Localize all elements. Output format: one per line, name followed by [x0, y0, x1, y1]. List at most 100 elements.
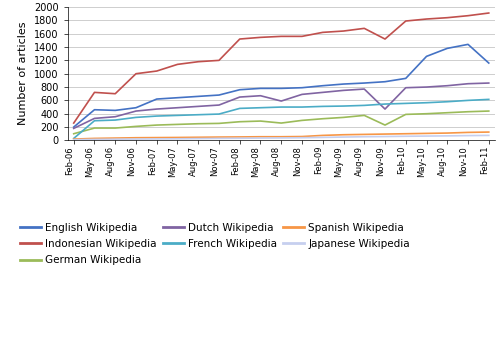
Japanese Wikipedia	[70, 138, 76, 142]
Indonesian Wikipedia	[112, 92, 118, 96]
Japanese Wikipedia	[486, 133, 492, 138]
French Wikipedia	[278, 105, 284, 109]
Japanese Wikipedia	[258, 136, 264, 140]
Dutch Wikipedia	[112, 115, 118, 119]
English Wikipedia	[362, 81, 368, 85]
French Wikipedia	[362, 103, 368, 107]
Spanish Wikipedia	[278, 135, 284, 139]
English Wikipedia	[278, 86, 284, 91]
Dutch Wikipedia	[278, 99, 284, 103]
Dutch Wikipedia	[299, 92, 305, 97]
English Wikipedia	[174, 95, 180, 100]
French Wikipedia	[216, 112, 222, 116]
Japanese Wikipedia	[465, 133, 471, 138]
Spanish Wikipedia	[195, 135, 201, 139]
Dutch Wikipedia	[486, 81, 492, 85]
Indonesian Wikipedia	[403, 19, 409, 23]
Japanese Wikipedia	[403, 134, 409, 138]
French Wikipedia	[92, 119, 98, 123]
Spanish Wikipedia	[486, 130, 492, 134]
French Wikipedia	[236, 106, 242, 111]
Indonesian Wikipedia	[92, 90, 98, 94]
German Wikipedia	[70, 132, 76, 136]
Line: Japanese Wikipedia: Japanese Wikipedia	[74, 135, 489, 140]
Spanish Wikipedia	[133, 135, 139, 140]
Indonesian Wikipedia	[444, 15, 450, 20]
French Wikipedia	[320, 104, 326, 108]
Japanese Wikipedia	[112, 137, 118, 141]
German Wikipedia	[340, 115, 346, 119]
Japanese Wikipedia	[299, 135, 305, 140]
English Wikipedia	[465, 42, 471, 46]
Japanese Wikipedia	[154, 137, 160, 141]
English Wikipedia	[92, 108, 98, 112]
Dutch Wikipedia	[465, 82, 471, 86]
Indonesian Wikipedia	[382, 37, 388, 41]
French Wikipedia	[112, 118, 118, 122]
Legend: English Wikipedia, Indonesian Wikipedia, German Wikipedia, Dutch Wikipedia, Fren: English Wikipedia, Indonesian Wikipedia,…	[20, 223, 410, 265]
Spanish Wikipedia	[92, 136, 98, 140]
Japanese Wikipedia	[195, 137, 201, 141]
Dutch Wikipedia	[92, 116, 98, 120]
Indonesian Wikipedia	[278, 34, 284, 39]
French Wikipedia	[403, 101, 409, 106]
Spanish Wikipedia	[444, 131, 450, 135]
German Wikipedia	[216, 121, 222, 126]
Line: French Wikipedia: French Wikipedia	[74, 99, 489, 138]
Japanese Wikipedia	[424, 134, 430, 138]
German Wikipedia	[362, 113, 368, 118]
Spanish Wikipedia	[424, 131, 430, 135]
French Wikipedia	[486, 97, 492, 101]
German Wikipedia	[403, 112, 409, 117]
English Wikipedia	[112, 108, 118, 112]
Dutch Wikipedia	[362, 87, 368, 91]
Spanish Wikipedia	[465, 130, 471, 134]
Dutch Wikipedia	[70, 126, 76, 131]
English Wikipedia	[340, 82, 346, 86]
Dutch Wikipedia	[403, 86, 409, 90]
Indonesian Wikipedia	[340, 29, 346, 33]
Japanese Wikipedia	[320, 135, 326, 139]
Japanese Wikipedia	[133, 137, 139, 141]
Spanish Wikipedia	[382, 132, 388, 136]
Y-axis label: Number of articles: Number of articles	[18, 22, 28, 125]
English Wikipedia	[299, 86, 305, 90]
French Wikipedia	[444, 100, 450, 104]
Indonesian Wikipedia	[70, 121, 76, 125]
Dutch Wikipedia	[174, 106, 180, 110]
French Wikipedia	[195, 113, 201, 117]
Spanish Wikipedia	[236, 135, 242, 139]
English Wikipedia	[424, 54, 430, 59]
French Wikipedia	[174, 113, 180, 118]
Line: German Wikipedia: German Wikipedia	[74, 111, 489, 134]
German Wikipedia	[465, 110, 471, 114]
English Wikipedia	[258, 86, 264, 91]
English Wikipedia	[486, 61, 492, 65]
Indonesian Wikipedia	[195, 60, 201, 64]
Dutch Wikipedia	[195, 104, 201, 108]
French Wikipedia	[299, 105, 305, 109]
French Wikipedia	[258, 106, 264, 110]
English Wikipedia	[320, 84, 326, 88]
French Wikipedia	[154, 114, 160, 118]
German Wikipedia	[154, 123, 160, 127]
Japanese Wikipedia	[92, 137, 98, 141]
German Wikipedia	[382, 123, 388, 127]
Line: Spanish Wikipedia: Spanish Wikipedia	[74, 132, 489, 139]
Dutch Wikipedia	[236, 95, 242, 99]
Indonesian Wikipedia	[236, 37, 242, 41]
German Wikipedia	[299, 118, 305, 122]
German Wikipedia	[92, 126, 98, 130]
French Wikipedia	[340, 104, 346, 108]
English Wikipedia	[236, 88, 242, 92]
Spanish Wikipedia	[320, 133, 326, 138]
Japanese Wikipedia	[216, 136, 222, 140]
English Wikipedia	[133, 106, 139, 110]
English Wikipedia	[154, 97, 160, 101]
German Wikipedia	[486, 109, 492, 113]
Spanish Wikipedia	[112, 136, 118, 140]
Dutch Wikipedia	[216, 103, 222, 107]
English Wikipedia	[403, 76, 409, 80]
German Wikipedia	[424, 112, 430, 116]
Japanese Wikipedia	[340, 135, 346, 139]
